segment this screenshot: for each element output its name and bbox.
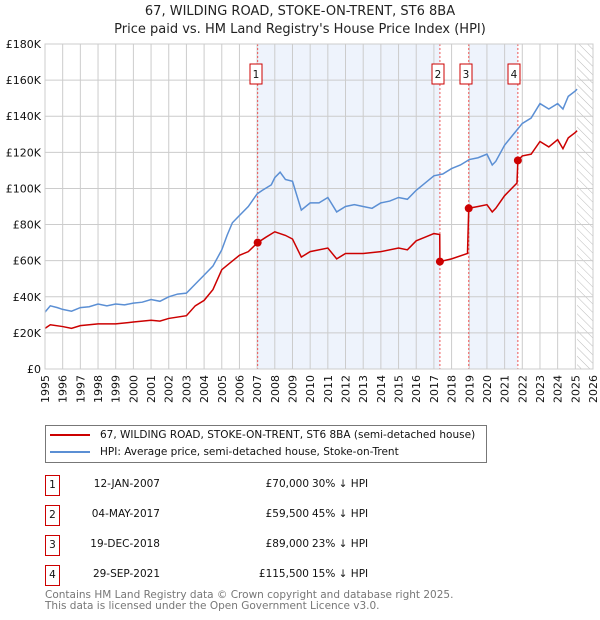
x-tick-label: 2017 — [428, 375, 441, 403]
sale-date: 12-JAN-2007 — [93, 478, 160, 490]
x-tick-label: 2011 — [322, 375, 335, 403]
legend-swatch-property — [50, 434, 90, 436]
sale-label-box — [431, 63, 445, 85]
y-tick-label: £20K — [13, 327, 42, 340]
sale-marker-number: 2 — [45, 505, 60, 526]
y-tick-label: £120K — [6, 146, 42, 159]
sale-row: 2 04-MAY-2017 £59,500 45% ↓ HPI — [45, 505, 445, 526]
x-tick-label: 2015 — [393, 375, 406, 403]
sale-date: 19-DEC-2018 — [90, 538, 160, 550]
x-tick-label: 1995 — [39, 375, 52, 403]
chart-title: 67, WILDING ROAD, STOKE-ON-TRENT, ST6 8B… — [144, 4, 456, 19]
sale-price: £70,000 — [265, 478, 309, 490]
x-tick-label: 2022 — [516, 375, 529, 403]
x-tick-label: 1998 — [92, 375, 105, 403]
footer-line-1: Contains HM Land Registry data © Crown c… — [45, 589, 454, 601]
legend-swatch-hpi — [50, 451, 90, 453]
legend: 67, WILDING ROAD, STOKE-ON-TRENT, ST6 8B… — [45, 425, 487, 463]
legend-label-property: 67, WILDING ROAD, STOKE-ON-TRENT, ST6 8B… — [100, 429, 476, 441]
sale-date: 29-SEP-2021 — [92, 568, 160, 580]
x-tick-label: 2023 — [534, 375, 547, 403]
x-tick-label: 2014 — [375, 375, 388, 403]
plot-frame — [44, 43, 594, 370]
sale-price: £89,000 — [265, 538, 309, 550]
sale-row: 4 29-SEP-2021 £115,500 15% ↓ HPI — [45, 565, 445, 586]
y-tick-label: £100K — [6, 182, 42, 195]
sale-marker-number: 3 — [45, 535, 60, 556]
footer-line-2: This data is licensed under the Open Gov… — [45, 600, 380, 612]
forecast-hatch — [577, 44, 593, 369]
x-tick-label: 2019 — [463, 375, 476, 403]
sale-date: 04-MAY-2017 — [91, 508, 160, 520]
price-chart: 1995 1996 1997 1998 1999 2000 2001 2002 2003 2004… — [6, 38, 600, 403]
y-tick-label: £180K — [6, 38, 42, 51]
y-tick-label: £80K — [13, 219, 42, 232]
sale-price: £115,500 — [258, 568, 309, 580]
sale-point — [435, 257, 444, 266]
legend-label-hpi: HPI: Average price, semi-detached house,… — [100, 446, 399, 458]
sale-point — [513, 156, 522, 165]
sale-label-number: 2 — [435, 69, 442, 81]
y-tick-label: £140K — [6, 110, 42, 123]
sale-row: 3 19-DEC-2018 £89,000 23% ↓ HPI — [45, 535, 445, 556]
sale-label-number: 4 — [511, 69, 518, 81]
chart-subtitle: Price paid vs. HM Land Registry's House … — [114, 22, 486, 37]
x-tick-label: 2016 — [410, 375, 423, 403]
x-tick-label: 1997 — [74, 375, 87, 403]
x-tick-label: 2002 — [163, 375, 176, 403]
x-tick-label: 2004 — [198, 375, 211, 403]
sale-hpi-diff: 15% ↓ HPI — [312, 568, 369, 580]
x-tick-label: 2021 — [499, 375, 512, 403]
sale-hpi-diff: 45% ↓ HPI — [312, 508, 369, 520]
sale-point — [464, 204, 473, 213]
x-tick-label: 2009 — [286, 375, 299, 403]
x-tick-label: 2005 — [216, 375, 229, 403]
sale-hpi-diff: 23% ↓ HPI — [312, 538, 369, 550]
y-tick-label: £40K — [13, 291, 42, 304]
legend-item-hpi: HPI: Average price, semi-detached house,… — [50, 446, 399, 458]
x-tick-label: 2026 — [587, 375, 600, 403]
y-tick-label: £0 — [27, 363, 41, 376]
sale-label-number: 1 — [253, 69, 260, 81]
x-tick-label: 2006 — [233, 375, 246, 403]
footer: Contains HM Land Registry data © Crown c… — [45, 590, 453, 612]
x-tick-label: 2010 — [304, 375, 317, 403]
x-tick-label: 1996 — [57, 375, 70, 403]
x-tick-label: 2008 — [269, 375, 282, 403]
sale-row: 1 12-JAN-2007 £70,000 30% ↓ HPI — [45, 475, 445, 496]
legend-item-property: 67, WILDING ROAD, STOKE-ON-TRENT, ST6 8B… — [50, 429, 475, 441]
y-tick-label: £60K — [13, 255, 42, 268]
sale-marker-number: 4 — [45, 565, 60, 586]
x-tick-label: 1999 — [110, 375, 123, 403]
y-tick-label: £160K — [6, 74, 42, 87]
x-tick-label: 2007 — [251, 375, 264, 403]
hpi-line — [44, 88, 578, 313]
x-tick-label: 2025 — [569, 375, 582, 403]
sale-label-number: 3 — [463, 69, 470, 81]
x-tick-label: 2024 — [552, 375, 565, 403]
property-line — [44, 130, 578, 330]
sale-price: £59,500 — [265, 508, 309, 520]
x-tick-label: 2012 — [340, 375, 353, 403]
x-tick-label: 2003 — [180, 375, 193, 403]
sale-label-box — [459, 63, 473, 85]
x-tick-label: 2013 — [357, 375, 370, 403]
sale-label-box — [249, 63, 263, 85]
sale-label-box — [507, 63, 521, 85]
sale-point — [253, 238, 262, 247]
sale-hpi-diff: 30% ↓ HPI — [312, 478, 369, 490]
x-tick-label: 2000 — [127, 375, 140, 403]
sale-marker-number: 1 — [45, 475, 60, 496]
x-tick-label: 2018 — [446, 375, 459, 403]
x-tick-label: 2020 — [481, 375, 494, 403]
x-tick-label: 2001 — [145, 375, 158, 403]
